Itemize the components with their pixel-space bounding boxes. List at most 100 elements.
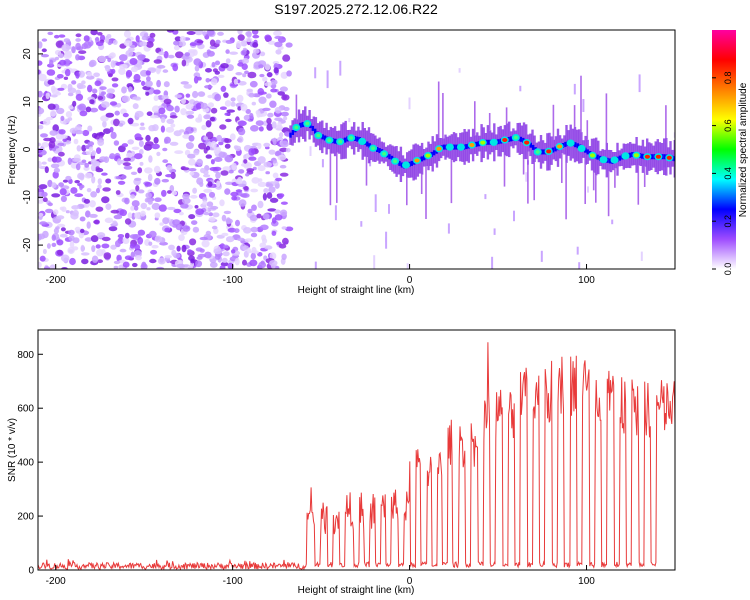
ridge-whisker [425,166,427,219]
ridge-core [356,136,359,142]
noise-blob [135,35,140,43]
noise-blob [111,83,119,88]
noise-blob [130,122,140,127]
noise-blob [280,111,289,117]
ridge-whisker [406,177,408,206]
noise-blob [219,106,227,110]
noise-blob [123,165,133,170]
ridge-hotspot [294,125,299,130]
ridge-core [551,147,555,153]
noise-blob [200,102,208,110]
spectral-streak [458,68,461,73]
noise-blob [210,107,218,114]
noise-blob [196,40,204,44]
ridge-hotspot [644,154,651,159]
noise-blob [235,178,242,184]
noise-blob [108,73,113,78]
ridge-core [343,137,347,143]
noise-blob [200,167,206,174]
noise-blob [176,263,186,269]
noise-blob [125,69,133,78]
noise-blob [175,51,184,59]
colorbar: 0.0 0.2 0.4 0.6 0.8 Normalized spectral ampl… [712,30,749,275]
noise-blob [185,142,194,150]
noise-blob [62,138,67,143]
noise-blob [134,205,139,211]
noise-blob [259,73,265,78]
noise-blob [238,199,247,207]
spectral-streak [576,246,579,255]
noise-blob [224,138,230,143]
spectrogram-xtick-label: 0 [407,275,413,286]
noise-blob [181,98,186,105]
noise-blob [46,116,54,121]
noise-blob [216,134,223,142]
noise-blob [280,71,288,79]
noise-blob [45,92,50,100]
noise-blob [279,164,287,169]
noise-blob [115,190,121,195]
noise-blob [243,186,249,191]
noise-blob [47,103,56,110]
noise-blob [39,255,46,262]
noise-blob [246,88,253,93]
noise-blob [129,234,139,239]
noise-blob [219,199,225,207]
noise-blob [248,92,255,98]
noise-blob [138,149,144,155]
noise-blob [180,203,189,209]
ridge-core [388,154,391,160]
noise-blob [137,229,146,236]
noise-blob [132,96,141,101]
noise-blob [277,194,283,200]
noise-blob [282,54,291,62]
noise-blob [76,82,84,90]
ridge-core [333,138,337,144]
noise-blob [38,107,45,115]
noise-blob [248,148,256,156]
noise-blob [91,176,96,184]
ridge-whisker [561,153,563,183]
noise-blob [85,106,92,113]
noise-blob [60,227,66,232]
noise-blob [259,51,266,57]
noise-blob [63,76,69,81]
ridge-whisker [474,101,476,136]
noise-blob [67,87,77,94]
snr-series-line [38,342,675,570]
noise-blob [122,162,131,167]
noise-blob [205,154,212,159]
noise-blob [224,100,232,107]
ridge-whisker [607,171,610,217]
noise-blob [39,221,48,226]
noise-blob [211,61,216,68]
noise-blob [205,120,212,128]
noise-blob [112,220,118,226]
noise-blob [44,166,49,174]
noise-blob [224,188,231,195]
noise-blob [113,118,120,127]
noise-blob [154,235,163,243]
noise-blob [60,195,67,203]
noise-blob [209,39,216,47]
noise-blob [274,182,280,189]
noise-blob [119,209,127,217]
noise-blob [85,150,92,155]
noise-blob [173,40,180,46]
noise-blob [99,86,107,90]
noise-blob [212,212,220,218]
noise-blob [42,118,51,126]
noise-blob [284,131,291,137]
ridge-core [574,142,577,148]
noise-blob [182,193,190,199]
noise-blob [168,244,175,251]
noise-blob [53,167,61,173]
noise-blob [213,227,219,235]
noise-blob [270,88,278,93]
noise-blob [251,246,257,254]
noise-blob [243,227,252,234]
noise-blob [178,211,184,216]
noise-blob [171,190,178,196]
noise-blob [146,41,154,48]
noise-blob [75,42,81,51]
